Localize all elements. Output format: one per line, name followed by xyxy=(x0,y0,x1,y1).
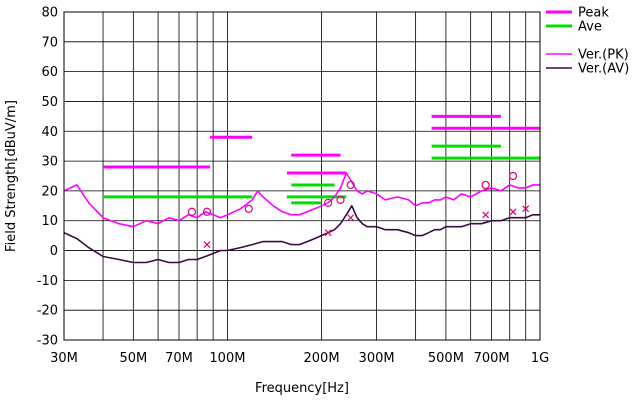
y-axis-title: Field Strength[dBuV/m] xyxy=(4,100,19,252)
y-tick-label: 50 xyxy=(41,95,58,110)
x-tick-label: 100M xyxy=(209,351,245,366)
marker-x xyxy=(482,211,490,219)
plot-frame xyxy=(63,11,541,341)
marker-x xyxy=(522,205,530,213)
y-tick-label: 0 xyxy=(50,244,58,259)
x-tick-label: 30M xyxy=(50,351,78,366)
x-tick-label: 1G xyxy=(531,351,549,366)
marker-circle xyxy=(336,195,345,204)
y-tick-label: 40 xyxy=(41,125,58,140)
y-tick-label: 20 xyxy=(41,184,58,199)
marker-circle xyxy=(481,180,490,190)
y-tick-label: 70 xyxy=(41,35,58,50)
y-tick-label: -20 xyxy=(37,304,58,319)
marker-x xyxy=(203,241,211,249)
marker-circle xyxy=(346,180,355,190)
legend-item-peak: Peak xyxy=(546,6,609,21)
legend-item-ver-pk: Ver.(PK) xyxy=(546,48,629,63)
x-tick-label: 700M xyxy=(474,351,510,366)
series-line-ver-av xyxy=(63,205,540,264)
legend-label: Ver.(PK) xyxy=(578,48,629,63)
x-tick-labels: 30M 50M 70M 100M 200M 300M 500M 700M 1G xyxy=(50,351,549,366)
series-line-ver-pk xyxy=(63,172,540,228)
x-tick-label: 200M xyxy=(304,351,340,366)
legend-label: Peak xyxy=(578,6,609,21)
y-tick-label: 10 xyxy=(41,214,58,229)
legend-item-ave: Ave xyxy=(546,20,602,35)
legend-label: Ver.(AV) xyxy=(578,62,629,77)
legend-label: Ave xyxy=(578,20,602,35)
limit-lines xyxy=(103,114,540,205)
x-tick-label: 70M xyxy=(165,351,193,366)
data-markers xyxy=(187,171,530,249)
x-tick-label: 500M xyxy=(428,351,464,366)
y-tick-label: -10 xyxy=(37,274,58,289)
marker-x xyxy=(324,229,332,237)
x-tick-label: 50M xyxy=(119,351,147,366)
y-tick-labels: 80 70 60 50 40 30 20 10 0 -10 -20 -30 xyxy=(37,6,58,349)
y-tick-label: -30 xyxy=(37,334,58,349)
x-tick-label: 300M xyxy=(359,351,395,366)
marker-circle xyxy=(187,207,197,216)
y-tick-label: 30 xyxy=(41,155,58,170)
marker-circle xyxy=(508,171,518,181)
marker-x xyxy=(509,208,517,216)
data-series xyxy=(63,172,540,264)
marker-circle xyxy=(202,207,212,216)
x-axis-title: Frequency[Hz] xyxy=(255,381,349,396)
marker-x xyxy=(347,214,355,222)
marker-circle xyxy=(324,198,333,207)
legend-item-ver-av: Ver.(AV) xyxy=(546,62,629,77)
y-tick-label: 60 xyxy=(41,65,58,80)
marker-circle xyxy=(244,204,253,213)
y-tick-label: 80 xyxy=(41,6,58,21)
